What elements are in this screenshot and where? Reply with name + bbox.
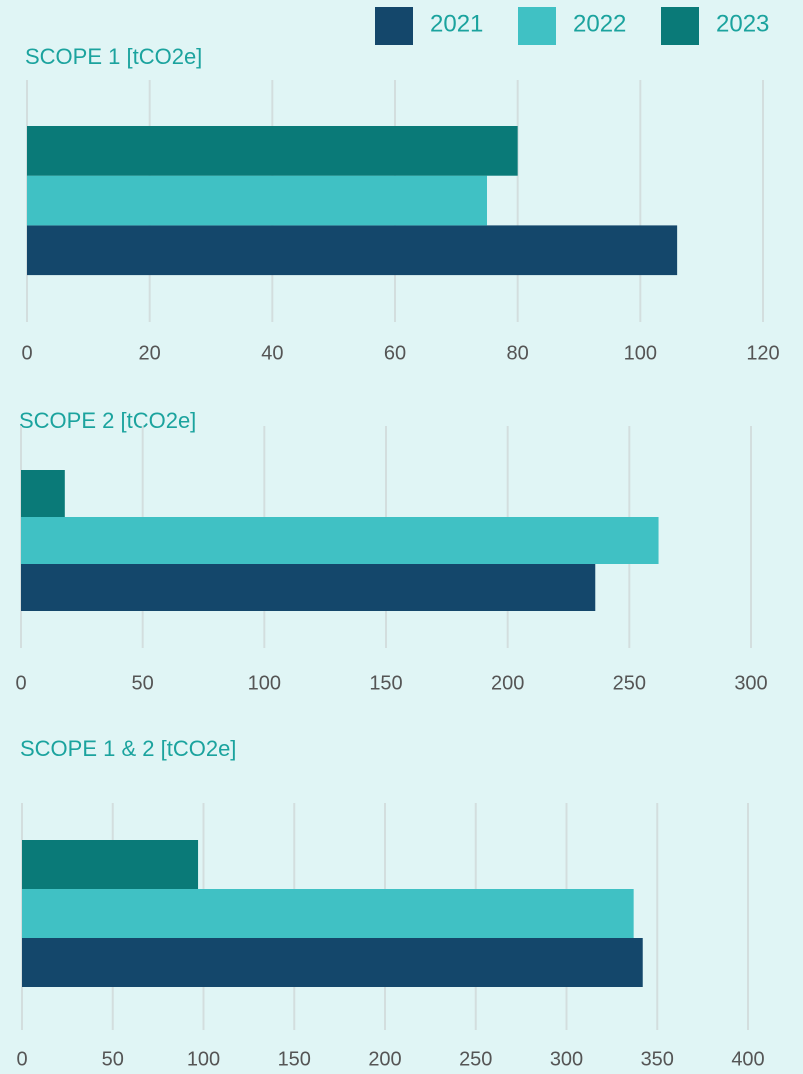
x-tick-label: 100 <box>624 342 657 364</box>
x-tick-label: 40 <box>261 342 283 364</box>
x-tick-label: 60 <box>384 342 406 364</box>
x-tick-label: 50 <box>102 1048 124 1070</box>
legend-label: 2023 <box>716 10 769 37</box>
x-tick-label: 120 <box>746 342 779 364</box>
legend-label: 2021 <box>430 10 483 37</box>
bar <box>22 938 643 987</box>
x-tick-label: 300 <box>734 672 767 694</box>
x-tick-label: 150 <box>369 672 402 694</box>
x-tick-label: 20 <box>139 342 161 364</box>
x-tick-label: 350 <box>641 1048 674 1070</box>
bar <box>21 564 596 611</box>
x-tick-label: 80 <box>507 342 529 364</box>
x-tick-label: 250 <box>459 1048 492 1070</box>
legend-label: 2022 <box>573 10 626 37</box>
x-tick-label: 150 <box>278 1048 311 1070</box>
bar <box>22 889 634 938</box>
bar <box>21 470 65 517</box>
x-tick-label: 100 <box>248 672 281 694</box>
x-tick-label: 0 <box>21 342 32 364</box>
chart-title: SCOPE 1 & 2 [tCO2e] <box>20 736 236 761</box>
x-tick-label: 0 <box>15 672 26 694</box>
bar <box>21 517 659 564</box>
x-tick-label: 400 <box>731 1048 764 1070</box>
x-tick-label: 300 <box>550 1048 583 1070</box>
legend-swatch <box>518 7 556 45</box>
legend-swatch <box>661 7 699 45</box>
x-tick-label: 200 <box>491 672 524 694</box>
bar <box>27 126 518 176</box>
x-tick-label: 0 <box>16 1048 27 1070</box>
legend-swatch <box>375 7 413 45</box>
bar <box>27 225 678 276</box>
chart-title: SCOPE 2 [tCO2e] <box>19 408 196 433</box>
bar <box>27 175 487 226</box>
x-tick-label: 200 <box>368 1048 401 1070</box>
x-tick-label: 250 <box>613 672 646 694</box>
bar <box>22 840 199 889</box>
x-tick-label: 50 <box>132 672 154 694</box>
x-tick-label: 100 <box>187 1048 220 1070</box>
chart-title: SCOPE 1 [tCO2e] <box>25 44 202 69</box>
